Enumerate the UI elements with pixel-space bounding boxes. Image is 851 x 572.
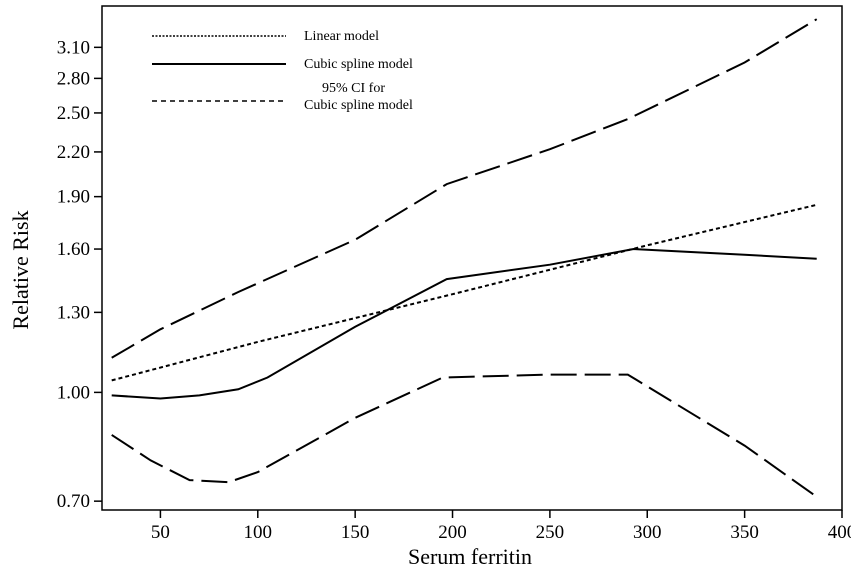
legend-label-2: 95% CI for [322, 81, 385, 96]
series-layer [111, 18, 818, 498]
legend-label-0: Linear model [304, 29, 379, 44]
y-tick-label: 1.00 [57, 382, 90, 403]
x-tick-label: 200 [438, 522, 467, 543]
y-tick-label: 2.20 [57, 142, 90, 163]
y-tick-label: 1.30 [57, 302, 90, 323]
series-line-2 [111, 18, 818, 359]
y-tick-label: 0.70 [57, 491, 90, 512]
y-axis-ticks: 0.70 1.00 1.30 1.60 1.90 2.20 2.50 2.80 3.10 [57, 37, 102, 512]
x-axis-ticks: 50 100 150 200 250 300 350 400 [151, 510, 851, 543]
series-line-1 [111, 247, 817, 400]
x-tick-label: 150 [341, 522, 370, 543]
y-tick-label: 2.80 [57, 68, 90, 89]
series-line-3 [111, 373, 818, 498]
plot-border [101, 5, 843, 511]
y-tick-label: 1.60 [57, 239, 90, 260]
y-tick-label: 3.10 [57, 37, 90, 58]
y-tick-label: 1.90 [57, 187, 90, 208]
legend: Linear model Cubic spline model 95% CI for… [152, 29, 413, 113]
legend-label-2-line2: Cubic spline model [304, 98, 413, 113]
x-tick-label: 300 [633, 522, 662, 543]
y-axis-title: Relative Risk [8, 210, 33, 329]
x-tick-label: 50 [151, 522, 170, 543]
plot-frame [101, 5, 843, 511]
x-tick-label: 250 [536, 522, 565, 543]
legend-label-1: Cubic spline model [304, 57, 413, 72]
x-tick-label: 350 [730, 522, 759, 543]
x-axis-title: Serum ferritin [408, 544, 532, 569]
y-tick-label: 2.50 [57, 103, 90, 124]
series-line-0 [111, 203, 817, 382]
x-tick-label: 400 [828, 522, 851, 543]
x-tick-label: 100 [244, 522, 273, 543]
